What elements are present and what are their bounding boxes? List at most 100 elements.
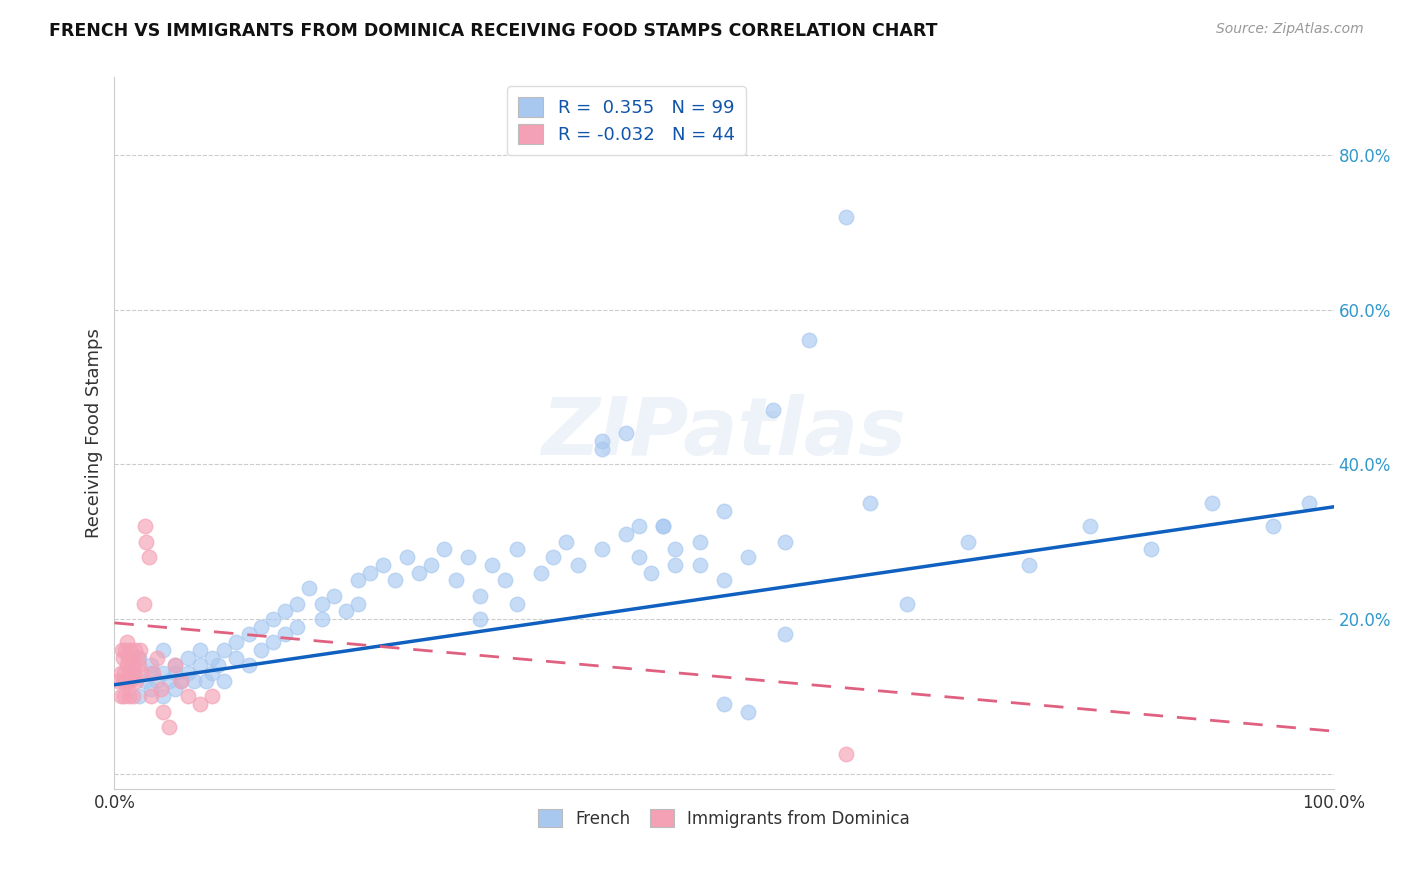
Point xyxy=(713,697,735,711)
Point xyxy=(112,690,135,704)
Point xyxy=(194,673,217,688)
Point xyxy=(152,705,174,719)
Point xyxy=(298,581,321,595)
Point xyxy=(1261,519,1284,533)
Point xyxy=(420,558,443,572)
Point xyxy=(737,550,759,565)
Point xyxy=(896,597,918,611)
Point xyxy=(225,650,247,665)
Point xyxy=(335,604,357,618)
Point xyxy=(115,658,138,673)
Point xyxy=(238,627,260,641)
Point xyxy=(165,681,187,696)
Point xyxy=(543,550,565,565)
Point xyxy=(311,612,333,626)
Point xyxy=(129,666,152,681)
Point xyxy=(201,666,224,681)
Point xyxy=(201,690,224,704)
Point xyxy=(201,650,224,665)
Point xyxy=(713,574,735,588)
Point xyxy=(122,666,145,681)
Point xyxy=(127,650,149,665)
Point xyxy=(170,673,193,688)
Point xyxy=(311,597,333,611)
Point xyxy=(165,666,187,681)
Point xyxy=(134,519,156,533)
Point xyxy=(117,673,139,688)
Point xyxy=(627,550,650,565)
Y-axis label: Receiving Food Stamps: Receiving Food Stamps xyxy=(86,328,103,538)
Point xyxy=(183,673,205,688)
Point xyxy=(117,650,139,665)
Point xyxy=(444,574,467,588)
Point xyxy=(110,666,132,681)
Point xyxy=(120,643,142,657)
Point xyxy=(146,650,169,665)
Text: FRENCH VS IMMIGRANTS FROM DOMINICA RECEIVING FOOD STAMPS CORRELATION CHART: FRENCH VS IMMIGRANTS FROM DOMINICA RECEI… xyxy=(49,22,938,40)
Point xyxy=(773,627,796,641)
Point xyxy=(554,534,576,549)
Point xyxy=(176,650,198,665)
Point xyxy=(408,566,430,580)
Point xyxy=(506,597,529,611)
Point xyxy=(121,690,143,704)
Point xyxy=(115,635,138,649)
Point xyxy=(128,690,150,704)
Point xyxy=(359,566,381,580)
Point xyxy=(112,666,135,681)
Point xyxy=(262,612,284,626)
Point xyxy=(152,643,174,657)
Point xyxy=(762,403,785,417)
Point xyxy=(347,574,370,588)
Point xyxy=(176,690,198,704)
Point xyxy=(1201,496,1223,510)
Point xyxy=(737,705,759,719)
Point xyxy=(322,589,344,603)
Point xyxy=(128,658,150,673)
Point xyxy=(139,690,162,704)
Point xyxy=(207,658,229,673)
Point xyxy=(591,442,613,456)
Point xyxy=(664,558,686,572)
Point xyxy=(285,620,308,634)
Point xyxy=(1078,519,1101,533)
Point xyxy=(118,690,141,704)
Point xyxy=(134,673,156,688)
Point xyxy=(139,681,162,696)
Point xyxy=(1298,496,1320,510)
Point xyxy=(1018,558,1040,572)
Point xyxy=(713,504,735,518)
Point xyxy=(773,534,796,549)
Point xyxy=(859,496,882,510)
Point xyxy=(627,519,650,533)
Point xyxy=(139,666,162,681)
Text: ZIPatlas: ZIPatlas xyxy=(541,394,907,473)
Point xyxy=(238,658,260,673)
Point xyxy=(121,666,143,681)
Point xyxy=(530,566,553,580)
Point xyxy=(274,604,297,618)
Point xyxy=(689,534,711,549)
Point xyxy=(138,550,160,565)
Point xyxy=(129,643,152,657)
Point xyxy=(371,558,394,572)
Point xyxy=(176,666,198,681)
Point xyxy=(157,673,180,688)
Point xyxy=(640,566,662,580)
Text: Source: ZipAtlas.com: Source: ZipAtlas.com xyxy=(1216,22,1364,37)
Point xyxy=(470,589,492,603)
Point xyxy=(111,643,134,657)
Point xyxy=(157,720,180,734)
Point xyxy=(225,635,247,649)
Point xyxy=(956,534,979,549)
Point xyxy=(146,673,169,688)
Point xyxy=(142,666,165,681)
Point xyxy=(188,697,211,711)
Point xyxy=(128,650,150,665)
Point xyxy=(107,673,129,688)
Point xyxy=(470,612,492,626)
Point xyxy=(689,558,711,572)
Point xyxy=(249,620,271,634)
Point xyxy=(125,673,148,688)
Point xyxy=(135,534,157,549)
